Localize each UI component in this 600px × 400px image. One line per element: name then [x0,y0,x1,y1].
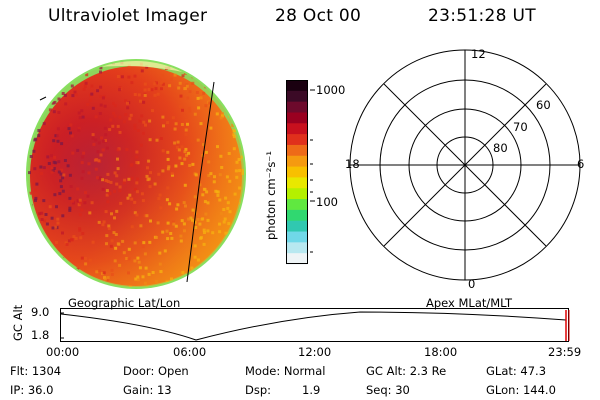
dsp-value: 1.9 [302,383,321,397]
colorbar-segment [286,209,308,222]
time-tick-0600: 06:00 [173,345,207,359]
colorbar-segment [286,112,308,124]
colorbar-segment [286,177,308,189]
colorbar-segment [286,231,308,243]
time-label: 23:51:28 UT [428,6,536,26]
colorbar-unit-label: photon cm⁻²s⁻¹ [264,151,278,240]
apex-label: Apex MLat/MLT [426,296,513,310]
gc-alt-value: GC Alt: 2.3 Re [366,364,447,378]
colorbar-tick-100: 100 [316,195,338,209]
colorbar-segment [286,144,308,157]
glat-value: GLat: 47.3 [486,364,547,378]
alt-tick-1-8: 1.8 [31,328,50,342]
gain-value: Gain: 13 [123,383,172,397]
glon-value: GLon: 144.0 [486,383,556,397]
mlt-label-18: 18 [345,157,360,171]
mlat-label-60: 60 [536,98,551,112]
date-label: 28 Oct 00 [275,6,362,26]
mode-status: Mode: Normal [245,364,326,378]
altitude-y-label: GC Alt [11,304,25,341]
colorbar-segment [286,220,308,233]
dsp-label: Dsp: [245,383,272,397]
alt-tick-9: 9.0 [31,305,50,319]
flight-number: Flt: 1304 [10,364,62,378]
terminator-line [186,81,215,283]
door-status: Door: Open [123,364,189,378]
time-tick-0000: 00:00 [46,345,80,359]
colorbar-segment [286,199,308,211]
time-tick-1800: 18:00 [424,345,458,359]
colorbar-segment [286,188,308,200]
time-tick-2359: 23:59 [548,345,582,359]
colorbar-segment [286,166,308,179]
colorbar-segment [286,101,308,114]
mlt-label-6: 6 [577,157,585,171]
colorbar-frame [286,80,308,264]
ip-value: IP: 36.0 [10,383,54,397]
instrument-title: Ultraviolet Imager [48,6,208,26]
time-tick-1200: 12:00 [298,345,332,359]
colorbar-segment [286,253,308,265]
colorbar-segment [286,242,308,254]
colorbar-ticks [310,89,315,253]
altitude-plot [60,308,570,342]
seq-value: Seq: 30 [366,383,410,397]
polar-plot [349,49,581,281]
colorbar-segment [286,90,308,103]
geographic-label: Geographic Lat/Lon [68,296,181,310]
mlat-label-80: 80 [493,141,508,155]
mlat-label-70: 70 [513,120,528,134]
colorbar-segment [286,80,308,92]
mlt-label-12: 12 [471,47,486,61]
colorbar-segment [286,134,308,146]
colorbar-tick-1000: 1000 [316,83,346,97]
colorbar-segment [286,155,308,168]
colorbar-segment [286,123,308,135]
colorbar [286,80,308,265]
mlt-label-0: 0 [468,277,476,291]
